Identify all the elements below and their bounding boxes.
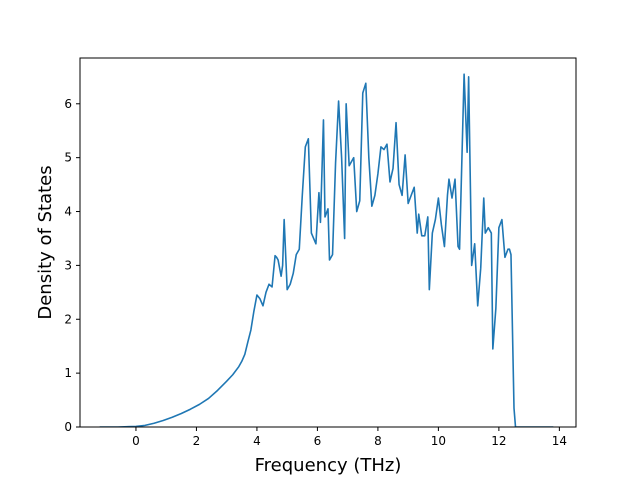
y-tick-label: 1 bbox=[64, 366, 72, 380]
y-tick-label: 6 bbox=[64, 97, 72, 111]
x-tick-label: 8 bbox=[374, 434, 382, 448]
y-tick-label: 0 bbox=[64, 420, 72, 434]
plot-area bbox=[99, 73, 554, 427]
x-tick-label: 6 bbox=[314, 434, 322, 448]
dos-series-line bbox=[99, 73, 554, 427]
y-tick-label: 2 bbox=[64, 312, 72, 326]
x-tick-label: 10 bbox=[431, 434, 446, 448]
y-axis-label: Density of States bbox=[35, 165, 56, 319]
y-tick-label: 5 bbox=[64, 151, 72, 165]
x-tick-label: 2 bbox=[193, 434, 201, 448]
axes-frame bbox=[79, 57, 577, 428]
x-tick-label: 12 bbox=[491, 434, 506, 448]
x-axis-label: Frequency (THz) bbox=[255, 455, 402, 476]
y-tick-label: 3 bbox=[64, 258, 72, 272]
x-tick-label: 0 bbox=[132, 434, 140, 448]
y-tick-label: 4 bbox=[64, 205, 72, 219]
x-tick-label: 4 bbox=[253, 434, 261, 448]
x-tick-label: 14 bbox=[552, 434, 567, 448]
